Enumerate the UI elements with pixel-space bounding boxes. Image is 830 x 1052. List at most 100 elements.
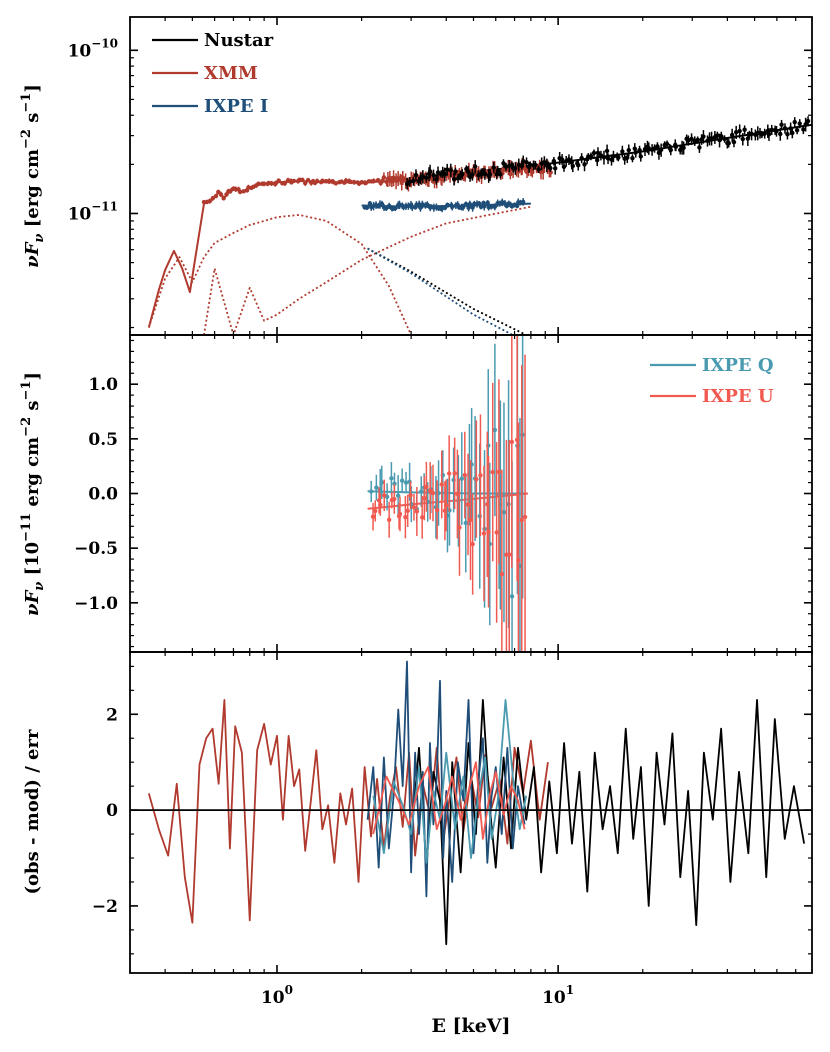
data-point xyxy=(446,471,452,476)
data-point xyxy=(414,509,420,514)
data-point xyxy=(439,482,444,487)
data-point xyxy=(553,166,558,171)
data-point xyxy=(605,156,611,161)
data-point xyxy=(507,552,512,557)
data-point xyxy=(782,126,788,131)
series-line-nustar-component xyxy=(367,247,527,335)
data-point xyxy=(379,201,385,207)
data-point xyxy=(384,206,389,211)
y-tick-label: 10−10 xyxy=(68,36,118,61)
data-point xyxy=(779,122,784,127)
data-point xyxy=(450,204,455,209)
data-point xyxy=(731,139,737,145)
data-point xyxy=(794,128,800,133)
data-point xyxy=(451,176,457,182)
data-point xyxy=(407,179,412,184)
data-point xyxy=(364,205,370,210)
y-axis-label-bottom: (obs - mod) / err xyxy=(22,729,43,894)
data-point xyxy=(418,205,423,211)
data-point xyxy=(403,480,409,485)
data-point xyxy=(463,520,468,526)
data-point xyxy=(221,196,226,201)
data-point xyxy=(455,176,461,181)
data-point xyxy=(391,175,396,180)
data-point xyxy=(400,175,405,180)
series-line-xmm-component-1 xyxy=(147,214,412,335)
data-point xyxy=(371,178,376,184)
panel-1-points xyxy=(369,335,528,652)
data-point xyxy=(443,503,449,508)
x-tick-label: 100 xyxy=(261,983,293,1008)
data-point xyxy=(351,180,357,185)
data-point xyxy=(719,134,724,139)
data-point xyxy=(453,169,458,174)
data-point xyxy=(630,155,635,161)
y-tick-label: 10−11 xyxy=(68,199,118,224)
legend-label-ixpe-q: IXPE Q xyxy=(702,355,774,376)
data-point xyxy=(465,502,471,507)
data-point xyxy=(604,148,610,154)
data-point xyxy=(749,131,754,137)
data-point xyxy=(434,507,440,513)
data-point xyxy=(369,489,374,494)
data-point xyxy=(673,144,679,150)
data-point xyxy=(392,496,397,502)
data-point xyxy=(513,166,518,171)
data-point xyxy=(611,154,616,159)
data-point xyxy=(533,162,538,168)
data-point xyxy=(470,541,475,547)
labels-layer: 10−10 10−11 −1.0 −0.5 0.0 0.5 1.0 −2 0 2 100 101 νFν… xyxy=(19,30,774,1037)
data-point xyxy=(658,147,664,153)
data-point xyxy=(378,502,383,508)
y-tick-label: 0.5 xyxy=(88,430,118,450)
data-point xyxy=(392,481,397,486)
data-point xyxy=(370,514,376,519)
data-point xyxy=(482,204,487,209)
data-point xyxy=(459,476,465,481)
data-point xyxy=(498,172,503,177)
data-point xyxy=(633,150,639,155)
data-point xyxy=(413,172,419,178)
data-point xyxy=(521,159,526,164)
data-point xyxy=(492,204,498,209)
data-point xyxy=(681,145,686,150)
data-point xyxy=(305,177,311,183)
data-point xyxy=(520,199,526,205)
data-point xyxy=(468,517,473,523)
data-point xyxy=(566,157,572,162)
data-point xyxy=(494,530,499,535)
data-point xyxy=(431,172,436,178)
data-point xyxy=(801,127,806,132)
data-point xyxy=(213,193,219,199)
data-points-layer xyxy=(201,116,811,652)
data-point xyxy=(419,489,424,494)
data-point xyxy=(689,136,694,142)
data-point xyxy=(742,127,747,132)
data-point xyxy=(516,558,521,563)
data-point xyxy=(722,136,727,142)
data-point xyxy=(561,164,567,170)
data-point xyxy=(425,202,430,207)
series-line-ixpe-u xyxy=(372,761,526,840)
data-point xyxy=(527,162,533,168)
data-point xyxy=(695,137,700,143)
data-point xyxy=(241,189,246,194)
data-point xyxy=(559,157,565,162)
data-point xyxy=(403,514,408,520)
data-point xyxy=(470,172,475,177)
data-point xyxy=(625,155,630,160)
data-point xyxy=(591,150,597,156)
data-point xyxy=(455,491,460,497)
data-point xyxy=(399,478,405,483)
data-point xyxy=(482,171,488,176)
data-point xyxy=(465,169,471,174)
data-point xyxy=(729,132,735,138)
data-point xyxy=(570,163,576,169)
data-point xyxy=(419,515,425,520)
data-point xyxy=(374,485,379,490)
data-point xyxy=(487,172,493,177)
data-point xyxy=(276,178,281,183)
data-point xyxy=(303,180,308,186)
data-point xyxy=(509,594,515,599)
data-point xyxy=(805,118,811,124)
